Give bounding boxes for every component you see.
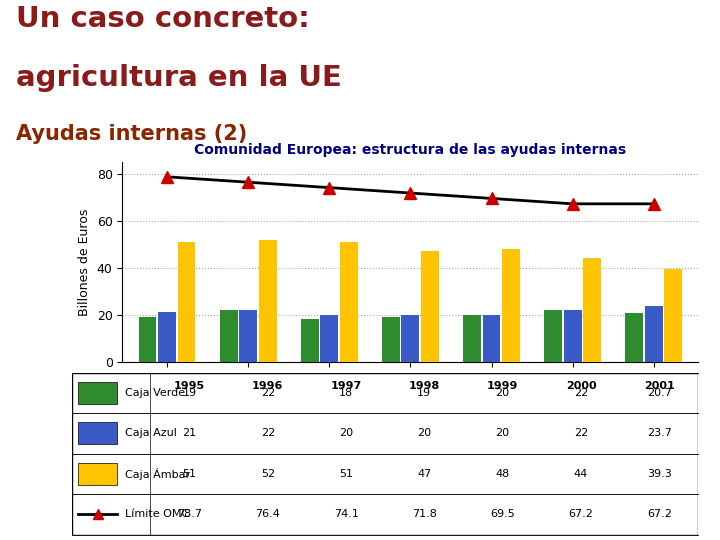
- Bar: [421, 251, 438, 362]
- Text: 22: 22: [261, 388, 275, 398]
- Bar: [463, 315, 481, 362]
- Text: 51: 51: [339, 469, 353, 479]
- Text: 20: 20: [495, 428, 510, 438]
- Text: 1995: 1995: [174, 381, 205, 390]
- Bar: [220, 310, 238, 362]
- Text: 39.3: 39.3: [647, 469, 672, 479]
- Text: 20: 20: [495, 388, 510, 398]
- Text: Caja Azul: Caja Azul: [125, 428, 177, 438]
- Bar: [258, 240, 276, 362]
- Bar: [78, 422, 117, 444]
- Text: 48: 48: [495, 469, 510, 479]
- Text: 51: 51: [182, 469, 197, 479]
- Bar: [564, 310, 582, 362]
- Text: 22: 22: [261, 428, 275, 438]
- Bar: [583, 258, 601, 362]
- Text: 19: 19: [418, 388, 431, 398]
- Text: Caja Verde: Caja Verde: [125, 388, 185, 398]
- Bar: [665, 269, 682, 362]
- Text: 76.4: 76.4: [256, 509, 280, 519]
- Text: 18: 18: [339, 388, 353, 398]
- Text: Un caso concreto:: Un caso concreto:: [16, 5, 310, 33]
- Text: 21: 21: [182, 428, 197, 438]
- Bar: [544, 310, 562, 362]
- Bar: [340, 242, 358, 362]
- Text: Ayudas internas (2): Ayudas internas (2): [16, 124, 248, 144]
- Text: 1999: 1999: [487, 381, 518, 390]
- Text: 78.7: 78.7: [177, 509, 202, 519]
- Bar: [158, 313, 176, 362]
- Bar: [139, 317, 156, 362]
- Text: 20: 20: [339, 428, 353, 438]
- Title: Comunidad Europea: estructura de las ayudas internas: Comunidad Europea: estructura de las ayu…: [194, 143, 626, 157]
- Y-axis label: Billones de Euros: Billones de Euros: [78, 208, 91, 315]
- Bar: [78, 463, 117, 485]
- Bar: [645, 306, 662, 362]
- Text: 20: 20: [418, 428, 431, 438]
- Text: 47: 47: [417, 469, 431, 479]
- Text: 23.7: 23.7: [647, 428, 672, 438]
- Bar: [239, 310, 257, 362]
- Text: Límite OMC: Límite OMC: [125, 509, 189, 519]
- Bar: [482, 315, 500, 362]
- Bar: [301, 320, 319, 362]
- Bar: [626, 313, 643, 362]
- Text: 2001: 2001: [644, 381, 675, 390]
- Bar: [382, 317, 400, 362]
- Text: 20.7: 20.7: [647, 388, 672, 398]
- Text: 67.2: 67.2: [647, 509, 672, 519]
- Text: agricultura en la UE: agricultura en la UE: [16, 64, 342, 92]
- Text: 22: 22: [574, 388, 588, 398]
- Bar: [402, 315, 419, 362]
- Text: 71.8: 71.8: [412, 509, 437, 519]
- Bar: [178, 242, 195, 362]
- Text: 69.5: 69.5: [490, 509, 515, 519]
- Text: 52: 52: [261, 469, 275, 479]
- Text: 22: 22: [574, 428, 588, 438]
- Bar: [78, 382, 117, 404]
- Text: 44: 44: [574, 469, 588, 479]
- Text: 1997: 1997: [330, 381, 361, 390]
- Text: 1996: 1996: [252, 381, 284, 390]
- Text: 1998: 1998: [409, 381, 440, 390]
- Text: 67.2: 67.2: [569, 509, 593, 519]
- Text: Caja Ámbar: Caja Ámbar: [125, 468, 190, 480]
- Text: 2000: 2000: [566, 381, 596, 390]
- Text: 19: 19: [182, 388, 197, 398]
- Bar: [320, 315, 338, 362]
- Text: 74.1: 74.1: [333, 509, 359, 519]
- Bar: [502, 249, 520, 362]
